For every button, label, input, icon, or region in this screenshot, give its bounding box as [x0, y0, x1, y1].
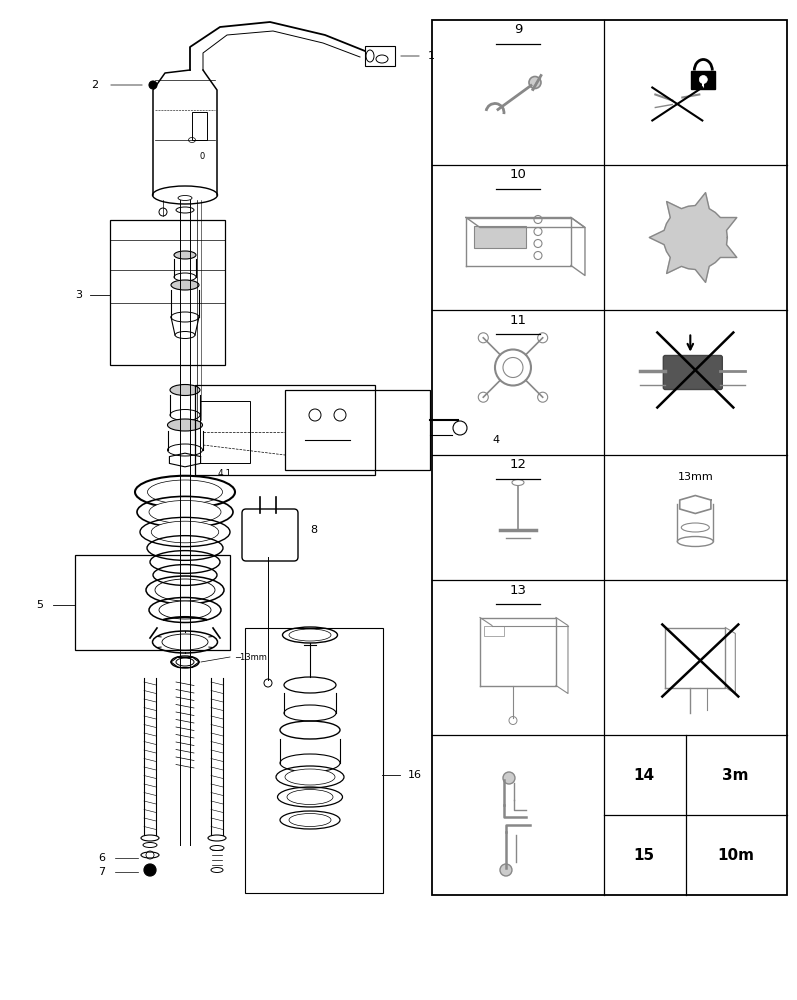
Circle shape [529, 77, 541, 89]
Text: 2: 2 [91, 80, 98, 90]
Text: 8: 8 [310, 525, 317, 535]
Bar [110, 220, 225, 365]
Ellipse shape [174, 251, 196, 259]
Text: 4.1: 4.1 [218, 468, 232, 478]
Text: ─13mm: ─13mm [235, 652, 267, 662]
Ellipse shape [176, 658, 194, 666]
Text: 10m: 10m [717, 847, 754, 862]
Ellipse shape [149, 500, 221, 524]
Text: 10: 10 [509, 168, 526, 182]
Bar [432, 20, 787, 895]
Ellipse shape [147, 480, 222, 504]
Text: 9: 9 [514, 23, 522, 36]
Ellipse shape [167, 419, 202, 431]
Text: 13: 13 [509, 583, 527, 596]
Circle shape [149, 81, 157, 89]
Text: 11: 11 [509, 314, 527, 326]
Ellipse shape [171, 280, 199, 290]
Text: 3: 3 [75, 290, 82, 300]
Ellipse shape [282, 627, 337, 643]
Text: 14: 14 [634, 768, 654, 782]
Text: 4: 4 [492, 435, 499, 445]
Text: 7: 7 [98, 867, 105, 877]
Ellipse shape [285, 769, 335, 785]
FancyBboxPatch shape [663, 356, 722, 389]
Text: 5: 5 [36, 600, 43, 610]
Polygon shape [650, 193, 736, 282]
Circle shape [682, 225, 709, 250]
Text: 12: 12 [509, 458, 527, 472]
Bar [192, 112, 207, 140]
Bar [245, 628, 383, 893]
Circle shape [500, 864, 512, 876]
Bar [484, 626, 504, 636]
Text: 13mm: 13mm [677, 473, 713, 483]
Ellipse shape [159, 601, 211, 619]
Ellipse shape [287, 790, 333, 804]
Text: 0: 0 [199, 152, 205, 161]
Circle shape [144, 864, 156, 876]
Text: 3m: 3m [722, 768, 748, 782]
Bar [365, 46, 395, 66]
Bar [200, 401, 250, 463]
Text: 15: 15 [634, 847, 654, 862]
Bar [474, 226, 526, 247]
Ellipse shape [289, 814, 331, 826]
Circle shape [503, 772, 515, 784]
Bar [691, 71, 716, 89]
Text: 16: 16 [408, 770, 422, 780]
Ellipse shape [151, 521, 218, 543]
Ellipse shape [162, 634, 208, 650]
Ellipse shape [170, 384, 200, 395]
Bar [75, 555, 230, 650]
Bar [195, 385, 375, 475]
Text: 1: 1 [428, 51, 435, 61]
FancyBboxPatch shape [242, 509, 298, 561]
Ellipse shape [289, 629, 331, 641]
Text: 6: 6 [98, 853, 105, 863]
Circle shape [699, 76, 707, 84]
Bar [285, 390, 430, 470]
